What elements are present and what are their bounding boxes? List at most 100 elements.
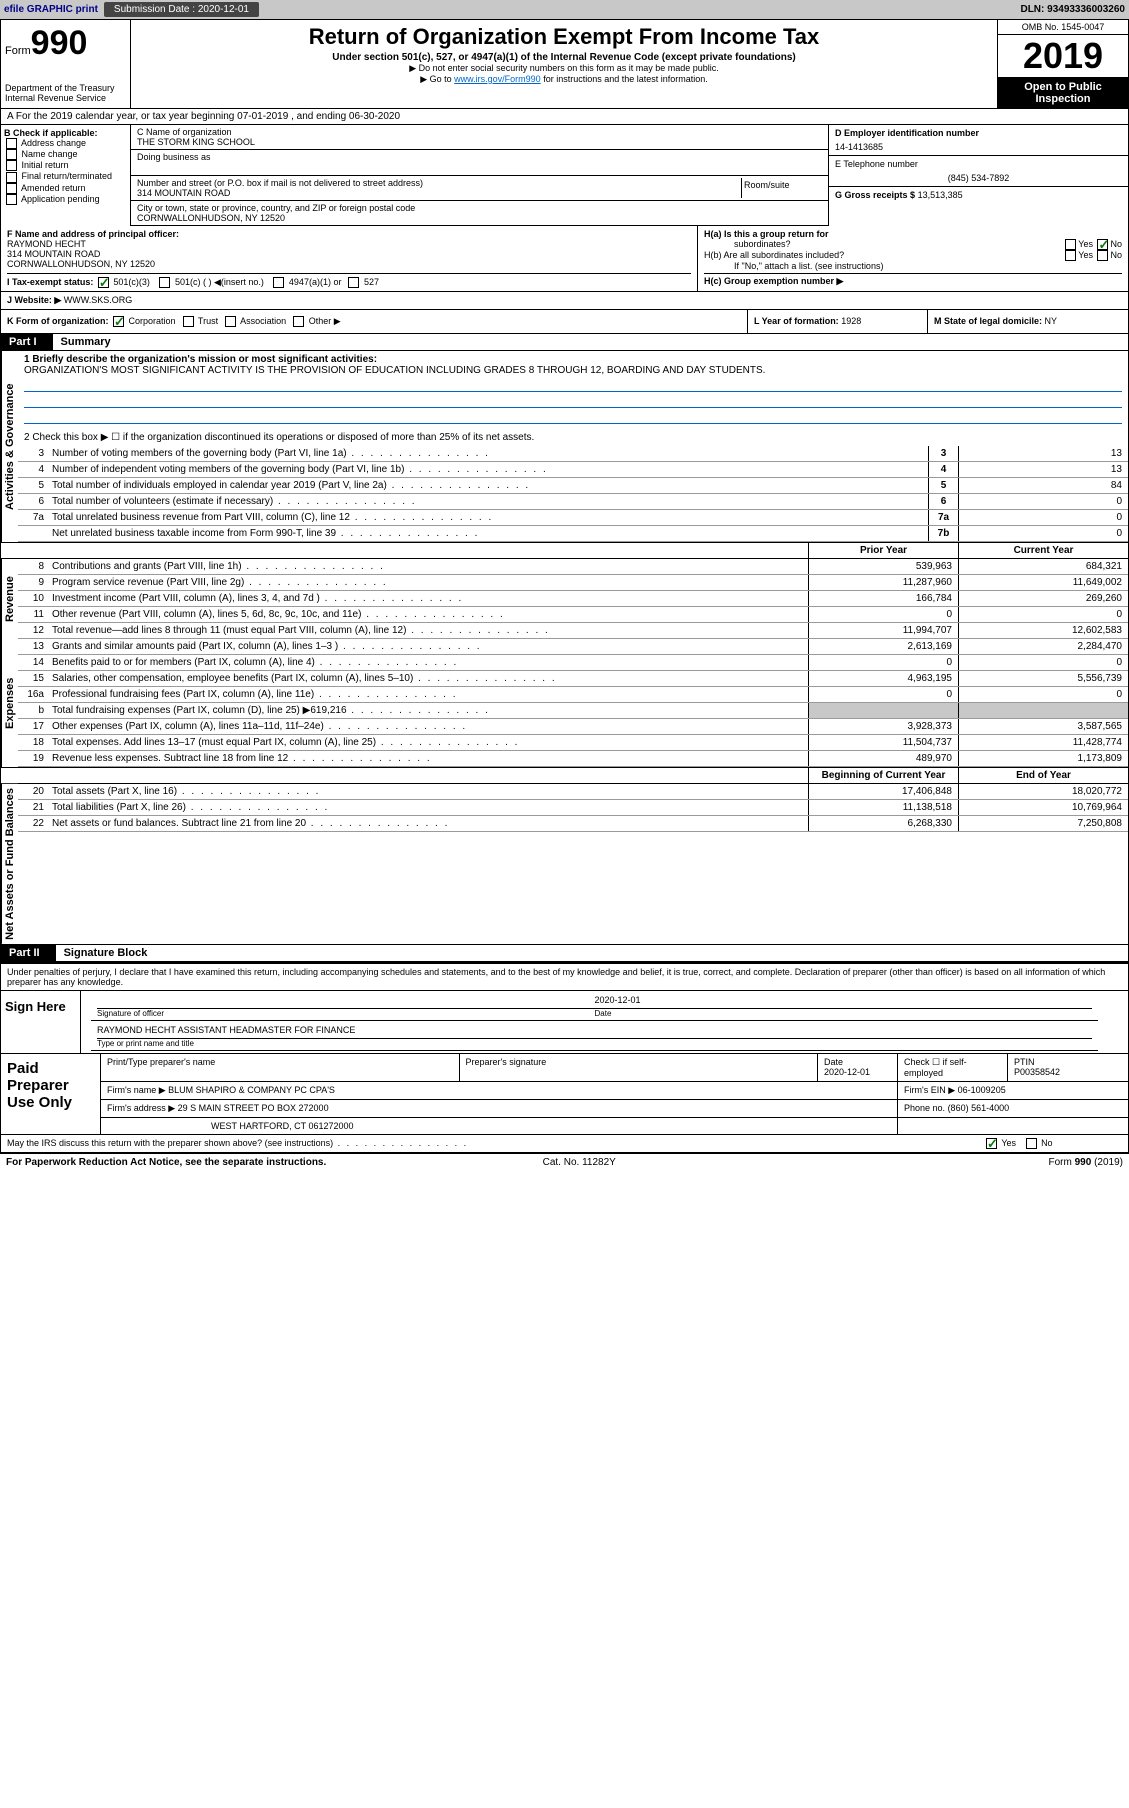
chk-527[interactable]	[348, 277, 359, 288]
omb-number: OMB No. 1545-0047	[998, 20, 1128, 35]
summary-line: 17Other expenses (Part IX, column (A), l…	[18, 719, 1128, 735]
summary-line: 7aTotal unrelated business revenue from …	[18, 510, 1128, 526]
chk-discuss-no[interactable]	[1026, 1138, 1037, 1149]
summary-line: Net unrelated business taxable income fr…	[18, 526, 1128, 542]
mission-text: ORGANIZATION'S MOST SIGNIFICANT ACTIVITY…	[24, 365, 1122, 376]
summary-line: 11Other revenue (Part VIII, column (A), …	[18, 607, 1128, 623]
efile-label: efile GRAPHIC print	[4, 4, 98, 15]
form-header-right: OMB No. 1545-0047 2019 Open to Public In…	[998, 20, 1128, 108]
form-note-1: ▶ Do not enter social security numbers o…	[135, 63, 993, 74]
sig-date: 2020-12-01	[595, 995, 1093, 1009]
org-name: THE STORM KING SCHOOL	[137, 137, 822, 147]
form-subtitle: Under section 501(c), 527, or 4947(a)(1)…	[135, 52, 993, 63]
row-a: A For the 2019 calendar year, or tax yea…	[0, 109, 1129, 125]
department: Department of the Treasury Internal Reve…	[5, 83, 126, 103]
chk-address-change[interactable]: Address change	[4, 138, 127, 149]
summary-line: 14Benefits paid to or for members (Part …	[18, 655, 1128, 671]
summary-line: 20Total assets (Part X, line 16)17,406,8…	[18, 784, 1128, 800]
declaration-text: Under penalties of perjury, I declare th…	[1, 964, 1128, 991]
chk-trust[interactable]	[183, 316, 194, 327]
summary-line: 22Net assets or fund balances. Subtract …	[18, 816, 1128, 832]
firm-ein: 06-1009205	[958, 1085, 1006, 1095]
phone: (845) 534-7892	[835, 173, 1122, 183]
form-header-mid: Return of Organization Exempt From Incom…	[131, 20, 998, 108]
chk-501c3[interactable]	[98, 277, 109, 288]
state-domicile: NY	[1045, 316, 1058, 326]
org-address: 314 MOUNTAIN ROAD	[137, 188, 741, 198]
chk-other[interactable]	[293, 316, 304, 327]
summary-line: 6Total number of volunteers (estimate if…	[18, 494, 1128, 510]
row-f-h: F Name and address of principal officer:…	[0, 226, 1129, 292]
prep-date: 2020-12-01	[824, 1067, 891, 1077]
block-f: F Name and address of principal officer:…	[1, 226, 698, 291]
summary-line: 4Number of independent voting members of…	[18, 462, 1128, 478]
summary-line: 15Salaries, other compensation, employee…	[18, 671, 1128, 687]
summary-line: 13Grants and similar amounts paid (Part …	[18, 639, 1128, 655]
py-cy-header: Prior Year Current Year	[1, 542, 1128, 559]
row-j: J Website: ▶ WWW.SKS.ORG	[0, 292, 1129, 310]
ein: 14-1413685	[835, 142, 1122, 152]
summary-line: 16aProfessional fundraising fees (Part I…	[18, 687, 1128, 703]
chk-ha-yes[interactable]	[1065, 239, 1076, 250]
bcy-eoy-header: Beginning of Current Year End of Year	[1, 767, 1128, 784]
block-d-g: D Employer identification number 14-1413…	[828, 125, 1128, 226]
form-note-2: ▶ Go to www.irs.gov/Form990 for instruct…	[135, 74, 993, 85]
gross-receipts: 13,513,385	[918, 190, 963, 200]
summary-line: 12Total revenue—add lines 8 through 11 (…	[18, 623, 1128, 639]
form-header-left: Form990 Department of the Treasury Inter…	[1, 20, 131, 108]
sig-name: RAYMOND HECHT ASSISTANT HEADMASTER FOR F…	[97, 1025, 1092, 1039]
summary-line: 19Revenue less expenses. Subtract line 1…	[18, 751, 1128, 767]
sign-here-label: Sign Here	[1, 991, 81, 1053]
chk-501c[interactable]	[159, 277, 170, 288]
irs-link[interactable]: www.irs.gov/Form990	[454, 74, 541, 84]
form-title: Return of Organization Exempt From Incom…	[135, 24, 993, 50]
chk-amended-return[interactable]: Amended return	[4, 183, 127, 194]
org-city: CORNWALLONHUDSON, NY 12520	[137, 213, 822, 223]
line2: 2 Check this box ▶ ☐ if the organization…	[18, 429, 1128, 446]
chk-discuss-yes[interactable]	[986, 1138, 997, 1149]
firm-addr1: 29 S MAIN STREET PO BOX 272000	[178, 1103, 329, 1113]
chk-hb-yes[interactable]	[1065, 250, 1076, 261]
chk-name-change[interactable]: Name change	[4, 149, 127, 160]
block-b: B Check if applicable: Address change Na…	[1, 125, 131, 226]
row-k: K Form of organization: Corporation Trus…	[0, 310, 1129, 334]
block-c: C Name of organization THE STORM KING SC…	[131, 125, 828, 226]
side-governance: Activities & Governance	[1, 351, 18, 542]
form-number: 990	[31, 24, 88, 62]
page-footer: For Paperwork Reduction Act Notice, see …	[0, 1153, 1129, 1171]
part1-header: Part I Summary	[0, 334, 1129, 351]
chk-4947[interactable]	[273, 277, 284, 288]
cat-no: Cat. No. 11282Y	[543, 1157, 616, 1168]
summary-line: 10Investment income (Part VIII, column (…	[18, 591, 1128, 607]
block-b-g: B Check if applicable: Address change Na…	[0, 125, 1129, 226]
chk-final-return[interactable]: Final return/terminated	[4, 171, 127, 182]
chk-application-pending[interactable]: Application pending	[4, 194, 127, 205]
summary-line: 3Number of voting members of the governi…	[18, 446, 1128, 462]
summary-line: 5Total number of individuals employed in…	[18, 478, 1128, 494]
summary-line: 8Contributions and grants (Part VIII, li…	[18, 559, 1128, 575]
chk-association[interactable]	[225, 316, 236, 327]
summary-line: 9Program service revenue (Part VIII, lin…	[18, 575, 1128, 591]
firm-addr2: WEST HARTFORD, CT 061272000	[101, 1118, 898, 1134]
line1: 1 Briefly describe the organization's mi…	[18, 351, 1128, 429]
signature-block: Under penalties of perjury, I declare th…	[0, 962, 1129, 1153]
firm-phone: (860) 561-4000	[948, 1103, 1010, 1113]
side-revenue: Revenue	[1, 559, 18, 639]
summary-line: 21Total liabilities (Part X, line 26)11,…	[18, 800, 1128, 816]
submission-label: Submission Date : 2020-12-01	[104, 2, 259, 17]
part1-summary: Activities & Governance 1 Briefly descri…	[0, 351, 1129, 945]
ptin: P00358542	[1014, 1067, 1122, 1077]
inspection-label: Open to Public Inspection	[998, 78, 1128, 108]
form-ref: Form 990 (2019)	[1049, 1157, 1123, 1168]
chk-hb-no[interactable]	[1097, 250, 1108, 261]
discuss-question: May the IRS discuss this return with the…	[1, 1135, 978, 1152]
chk-corporation[interactable]	[113, 316, 124, 327]
website-url: WWW.SKS.ORG	[64, 295, 133, 306]
side-net-assets: Net Assets or Fund Balances	[1, 784, 18, 944]
chk-ha-no[interactable]	[1097, 239, 1108, 250]
chk-initial-return[interactable]: Initial return	[4, 160, 127, 171]
officer-name: RAYMOND HECHT	[7, 239, 691, 249]
side-expenses: Expenses	[1, 639, 18, 767]
paid-preparer-label: Paid Preparer Use Only	[1, 1054, 101, 1134]
firm-name: BLUM SHAPIRO & COMPANY PC CPA'S	[168, 1085, 335, 1095]
